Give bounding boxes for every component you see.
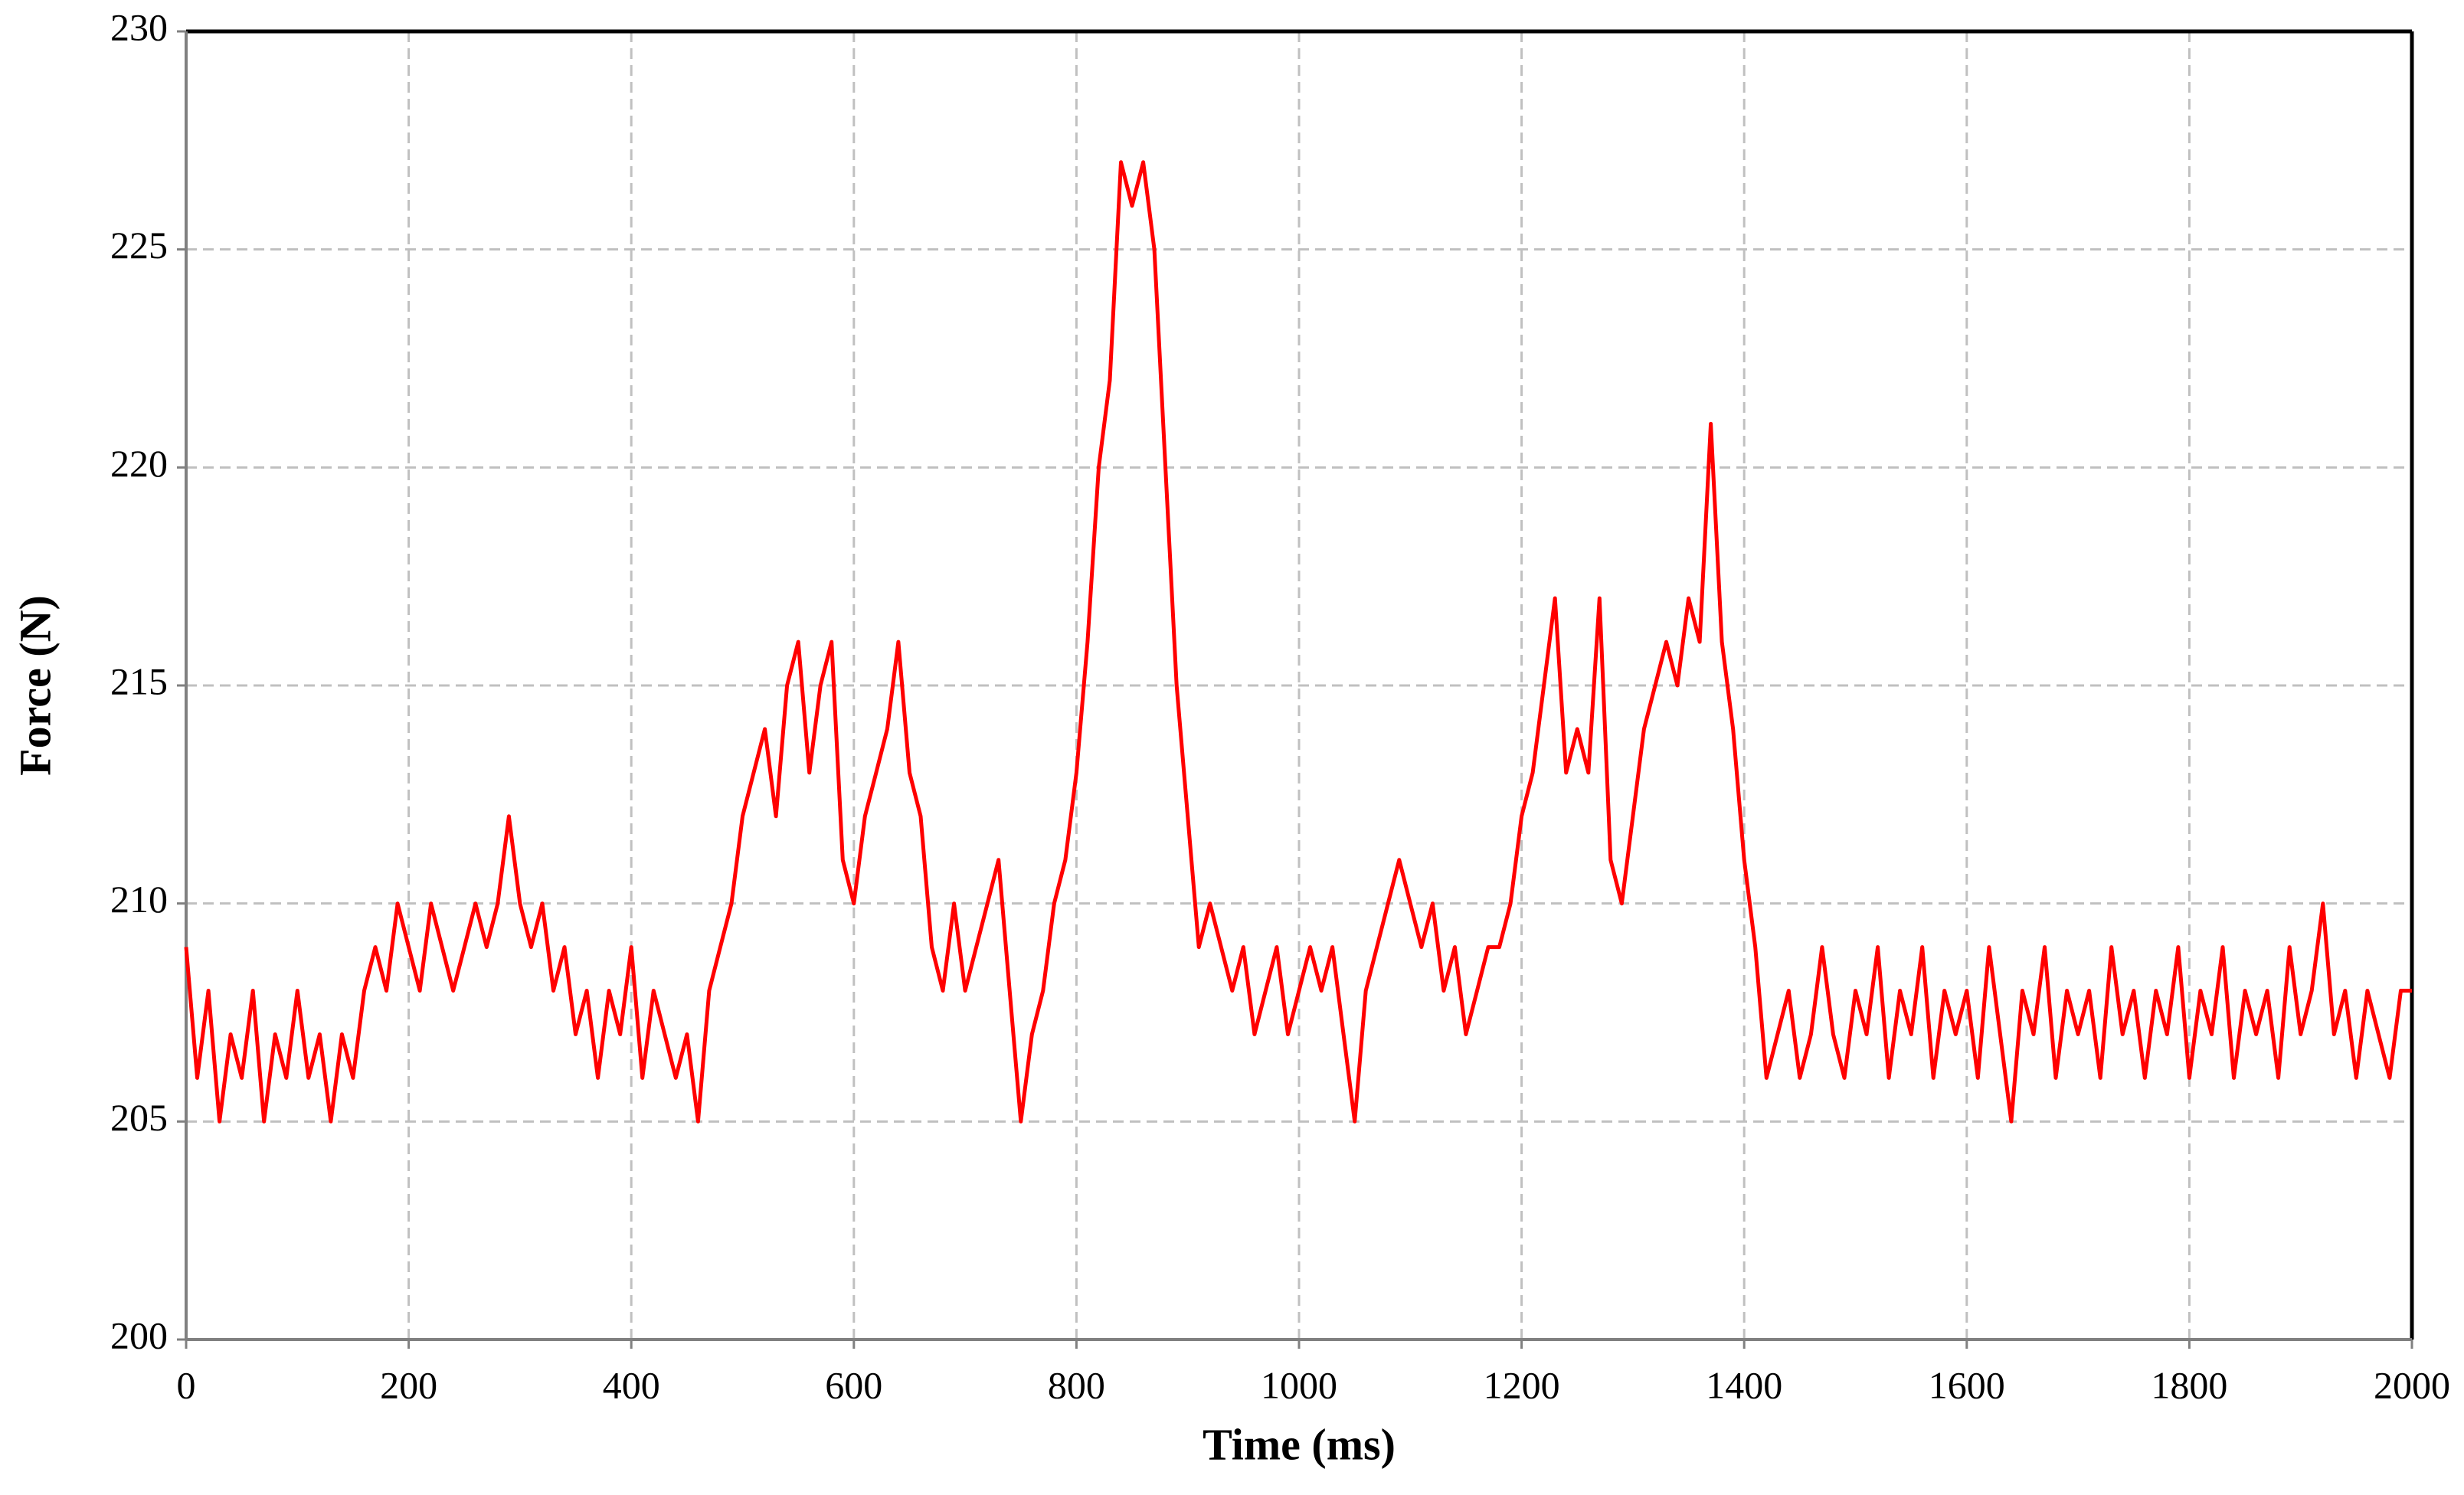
y-tick-label: 220 [110,442,168,485]
x-tick-label: 1400 [1706,1363,1782,1406]
x-tick-label: 2000 [2374,1363,2450,1406]
y-tick-label: 215 [110,659,168,702]
x-tick-label: 1200 [1484,1363,1560,1406]
x-tick-label: 1600 [1929,1363,2005,1406]
y-tick-label: 210 [110,878,168,921]
x-tick-label: 200 [380,1363,437,1406]
x-tick-label: 800 [1048,1363,1105,1406]
x-tick-label: 600 [825,1363,882,1406]
x-tick-label: 0 [177,1363,196,1406]
y-tick-label: 230 [110,5,168,48]
data-line [184,160,2412,1124]
y-axis-label: Force (N) [10,595,60,776]
y-tick-label: 200 [110,1313,168,1356]
x-tick-label: 1000 [1261,1363,1337,1406]
x-tick-label: 1800 [2151,1363,2227,1406]
y-tick-label: 205 [110,1096,168,1139]
y-tick-label: 225 [110,224,168,267]
x-tick-label: 400 [603,1363,660,1406]
x-axis-label: Time (ms) [1203,1419,1396,1469]
